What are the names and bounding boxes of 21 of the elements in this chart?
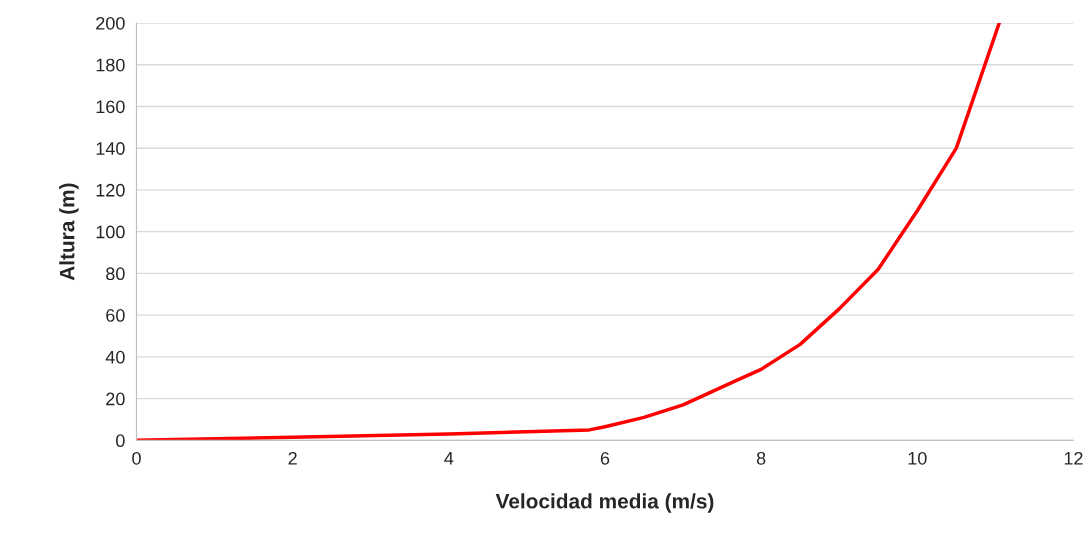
x-tick-label: 12 [1064, 451, 1083, 465]
y-tick-label: 180 [96, 58, 125, 72]
y-axis-title: Altura (m) [59, 183, 79, 281]
y-tick-label: 40 [105, 350, 125, 364]
x-tick-label: 8 [756, 451, 766, 465]
y-tick-label: 140 [96, 142, 125, 155]
x-tick-label: 10 [908, 451, 927, 465]
line-series [136, 22, 1001, 441]
y-tick-label: 100 [96, 225, 125, 239]
x-tick-label: 2 [288, 451, 297, 465]
x-axis-title: Velocidad media (m/s) [495, 493, 714, 513]
x-tick-label: 0 [132, 451, 141, 465]
y-tick-label: 80 [106, 267, 125, 281]
x-tick-label: 4 [444, 452, 454, 465]
x-tick-label: 6 [600, 451, 610, 465]
y-tick-label: 20 [106, 392, 125, 406]
y-tick-label: 200 [96, 16, 125, 30]
y-tick-label: 0 [116, 434, 125, 448]
y-tick-label: 160 [96, 100, 125, 114]
y-tick-label: 60 [106, 309, 125, 322]
y-tick-label: 120 [96, 183, 125, 197]
